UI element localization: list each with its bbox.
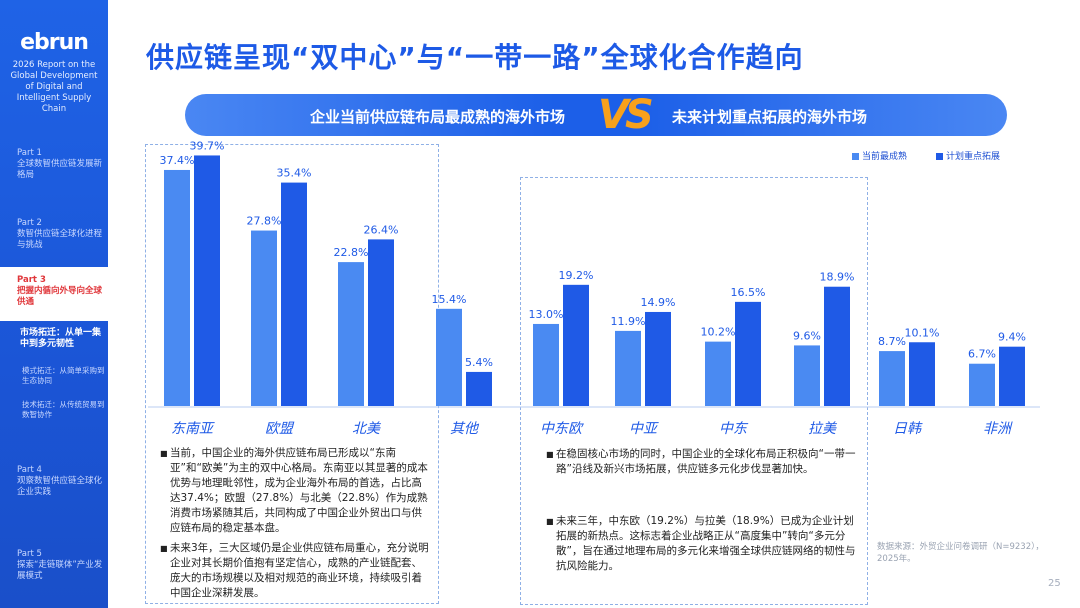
- nav-part-2-title: 数智供应链全球化进程与挑战: [17, 229, 103, 250]
- note-right-2-bullet: ■: [546, 517, 554, 526]
- data-label-current-3: 15.4%: [432, 293, 467, 306]
- nav-part-2-number: Part 2: [17, 218, 42, 228]
- category-label-3: 其他: [450, 421, 480, 437]
- legend-swatch-current: [852, 153, 859, 160]
- nav-part-4-number: Part 4: [17, 465, 42, 475]
- data-label-planned-6: 16.5%: [731, 286, 766, 299]
- category-label-0: 东南亚: [171, 421, 215, 437]
- ebrun-logo: ebrun: [20, 30, 89, 55]
- bar-planned-4: [563, 284, 589, 406]
- data-label-planned-3: 5.4%: [465, 356, 493, 369]
- bar-planned-0: [194, 155, 220, 406]
- note-left-2-text: 未来3年，三大区域仍是企业供应链布局重心，充分说明企业对其长期价值抱有坚定信心，…: [170, 542, 429, 599]
- data-label-planned-0: 39.7%: [190, 139, 225, 152]
- legend-item-current: 当前最成熟: [852, 149, 907, 162]
- page-title: 供应链呈现“双中心”与“一带一路”全球化合作趋向: [146, 41, 804, 74]
- nav-part-3-active[interactable]: Part 3 把握内循向外导向全球供通: [0, 267, 108, 321]
- bar-current-4: [533, 323, 559, 406]
- data-label-planned-8: 10.1%: [905, 326, 940, 339]
- category-label-4: 中东欧: [540, 421, 584, 437]
- note-right-2-text: 未来三年，中东欧（19.2%）与拉美（18.9%）已成为企业计划拓展的新热点。这…: [556, 515, 856, 572]
- data-label-current-1: 27.8%: [247, 215, 282, 228]
- right-dashed-box: [520, 177, 868, 605]
- bar-planned-3: [466, 371, 492, 406]
- data-label-planned-1: 35.4%: [277, 167, 312, 180]
- category-label-1: 欧盟: [265, 421, 295, 437]
- bar-planned-9: [999, 346, 1025, 406]
- bar-planned-2: [368, 239, 394, 406]
- nav-part-4[interactable]: Part 4 观察数智供应链全球化企业实践: [17, 465, 105, 498]
- bar-planned-8: [909, 342, 935, 406]
- comparison-banner: [185, 94, 1007, 136]
- banner-left-label: 企业当前供应链布局最成熟的海外市场: [310, 108, 566, 126]
- bar-planned-5: [645, 311, 671, 406]
- data-label-planned-9: 9.4%: [998, 331, 1026, 344]
- data-label-current-8: 8.7%: [878, 335, 906, 348]
- bar-current-0: [164, 169, 190, 406]
- nav-part-5[interactable]: Part 5 探索“走链联体”产业发展模式: [17, 549, 105, 582]
- data-label-planned-4: 19.2%: [559, 269, 594, 282]
- nav-part-1-title: 全球数智供应链发展新格局: [17, 159, 103, 180]
- bar-current-2: [338, 262, 364, 406]
- nav-part-3-number: Part 3: [17, 275, 46, 285]
- category-label-6: 中东: [719, 421, 749, 437]
- data-source: 数据来源：外贸企业问卷调研（N=9232），2025年。: [877, 542, 1044, 564]
- banner-right-label: 未来计划重点拓展的海外市场: [672, 108, 868, 126]
- category-label-5: 中亚: [629, 421, 659, 437]
- report-title: 2026 Report on the Global Development of…: [10, 60, 98, 114]
- note-right-1-bullet: ■: [546, 450, 554, 459]
- nav-sub-mode[interactable]: 模式拓迁：从简单采购到生态协同: [22, 366, 105, 385]
- note-left-1-text: 当前，中国企业的海外供应链布局已形成以“东南亚”和“欧美”为主的双中心格局。东南…: [170, 447, 428, 534]
- data-label-planned-7: 18.9%: [820, 271, 855, 284]
- bar-current-9: [969, 363, 995, 406]
- bar-current-8: [879, 351, 905, 406]
- note-left-2-bullet: ■: [160, 544, 168, 553]
- data-label-planned-2: 26.4%: [364, 223, 399, 236]
- category-label-7: 拉美: [808, 421, 838, 437]
- nav-part-2[interactable]: Part 2 数智供应链全球化进程与挑战: [17, 218, 105, 251]
- data-label-current-4: 13.0%: [529, 308, 564, 321]
- legend-item-planned: 计划重点拓展: [936, 149, 1000, 162]
- category-label-8: 日韩: [893, 421, 923, 437]
- vs-label: VS: [598, 92, 654, 138]
- data-label-current-0: 37.4%: [160, 154, 195, 167]
- bar-planned-7: [824, 286, 850, 406]
- note-left-2: ■ 未来3年，三大区域仍是企业供应链布局重心，充分说明企业对其长期价值抱有坚定信…: [160, 541, 432, 601]
- nav-part-5-title: 探索“走链联体”产业发展模式: [17, 560, 103, 581]
- nav-sub-market[interactable]: 市场拓迁：从单一集中到多元韧性: [20, 328, 102, 349]
- data-label-current-6: 10.2%: [701, 326, 736, 339]
- nav-part-1-number: Part 1: [17, 148, 42, 158]
- data-label-current-2: 22.8%: [334, 246, 369, 259]
- nav-part-4-title: 观察数智供应链全球化企业实践: [17, 476, 103, 497]
- bar-current-6: [705, 341, 731, 406]
- nav-part-3: Part 3 把握内循向外导向全球供通: [17, 275, 105, 308]
- bar-current-1: [251, 230, 277, 406]
- note-left-1-bullet: ■: [160, 449, 168, 458]
- nav-part-5-number: Part 5: [17, 549, 42, 559]
- sidebar: ebrun 2026 Report on the Global Developm…: [0, 0, 108, 608]
- legend-label-planned: 计划重点拓展: [946, 152, 1001, 162]
- note-left-1: ■ 当前，中国企业的海外供应链布局已形成以“东南亚”和“欧美”为主的双中心格局。…: [160, 446, 432, 536]
- page-number: 25: [1048, 578, 1061, 589]
- bar-current-3: [436, 308, 462, 406]
- data-label-planned-5: 14.9%: [641, 296, 676, 309]
- data-label-current-9: 6.7%: [968, 348, 996, 361]
- bar-planned-6: [735, 301, 761, 406]
- bar-current-7: [794, 345, 820, 406]
- nav-part-3-title: 把握内循向外导向全球供通: [17, 286, 103, 307]
- bar-current-5: [615, 330, 641, 406]
- nav-sub-tech[interactable]: 技术拓迁：从传统贸易到数智协作: [22, 400, 105, 419]
- note-right-2: ■ 未来三年，中东欧（19.2%）与拉美（18.9%）已成为企业计划拓展的新热点…: [546, 514, 860, 574]
- data-label-current-5: 11.9%: [611, 315, 646, 328]
- note-right-1-text: 在稳固核心市场的同时，中国企业的全球化布局正积极向“一带一路”沿线及新兴市场拓展…: [556, 448, 856, 475]
- legend-swatch-planned: [936, 153, 943, 160]
- category-label-2: 北美: [352, 421, 382, 437]
- category-label-9: 非洲: [983, 421, 1013, 437]
- nav-part-1[interactable]: Part 1 全球数智供应链发展新格局: [17, 148, 105, 181]
- bar-planned-1: [281, 182, 307, 406]
- note-right-1: ■ 在稳固核心市场的同时，中国企业的全球化布局正积极向“一带一路”沿线及新兴市场…: [546, 447, 860, 477]
- legend-label-current: 当前最成熟: [862, 152, 908, 162]
- data-label-current-7: 9.6%: [793, 329, 821, 342]
